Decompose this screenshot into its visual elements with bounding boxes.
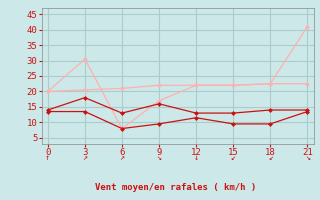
Text: ↙: ↙ — [268, 154, 273, 162]
Text: Vent moyen/en rafales ( km/h ): Vent moyen/en rafales ( km/h ) — [95, 183, 257, 192]
Text: ↑: ↑ — [45, 154, 50, 162]
Text: ↗: ↗ — [82, 154, 87, 162]
Text: ↘: ↘ — [305, 154, 310, 162]
Text: ↘: ↘ — [156, 154, 162, 162]
Text: ↓: ↓ — [194, 154, 199, 162]
Text: ↗: ↗ — [119, 154, 124, 162]
Text: ↙: ↙ — [231, 154, 236, 162]
